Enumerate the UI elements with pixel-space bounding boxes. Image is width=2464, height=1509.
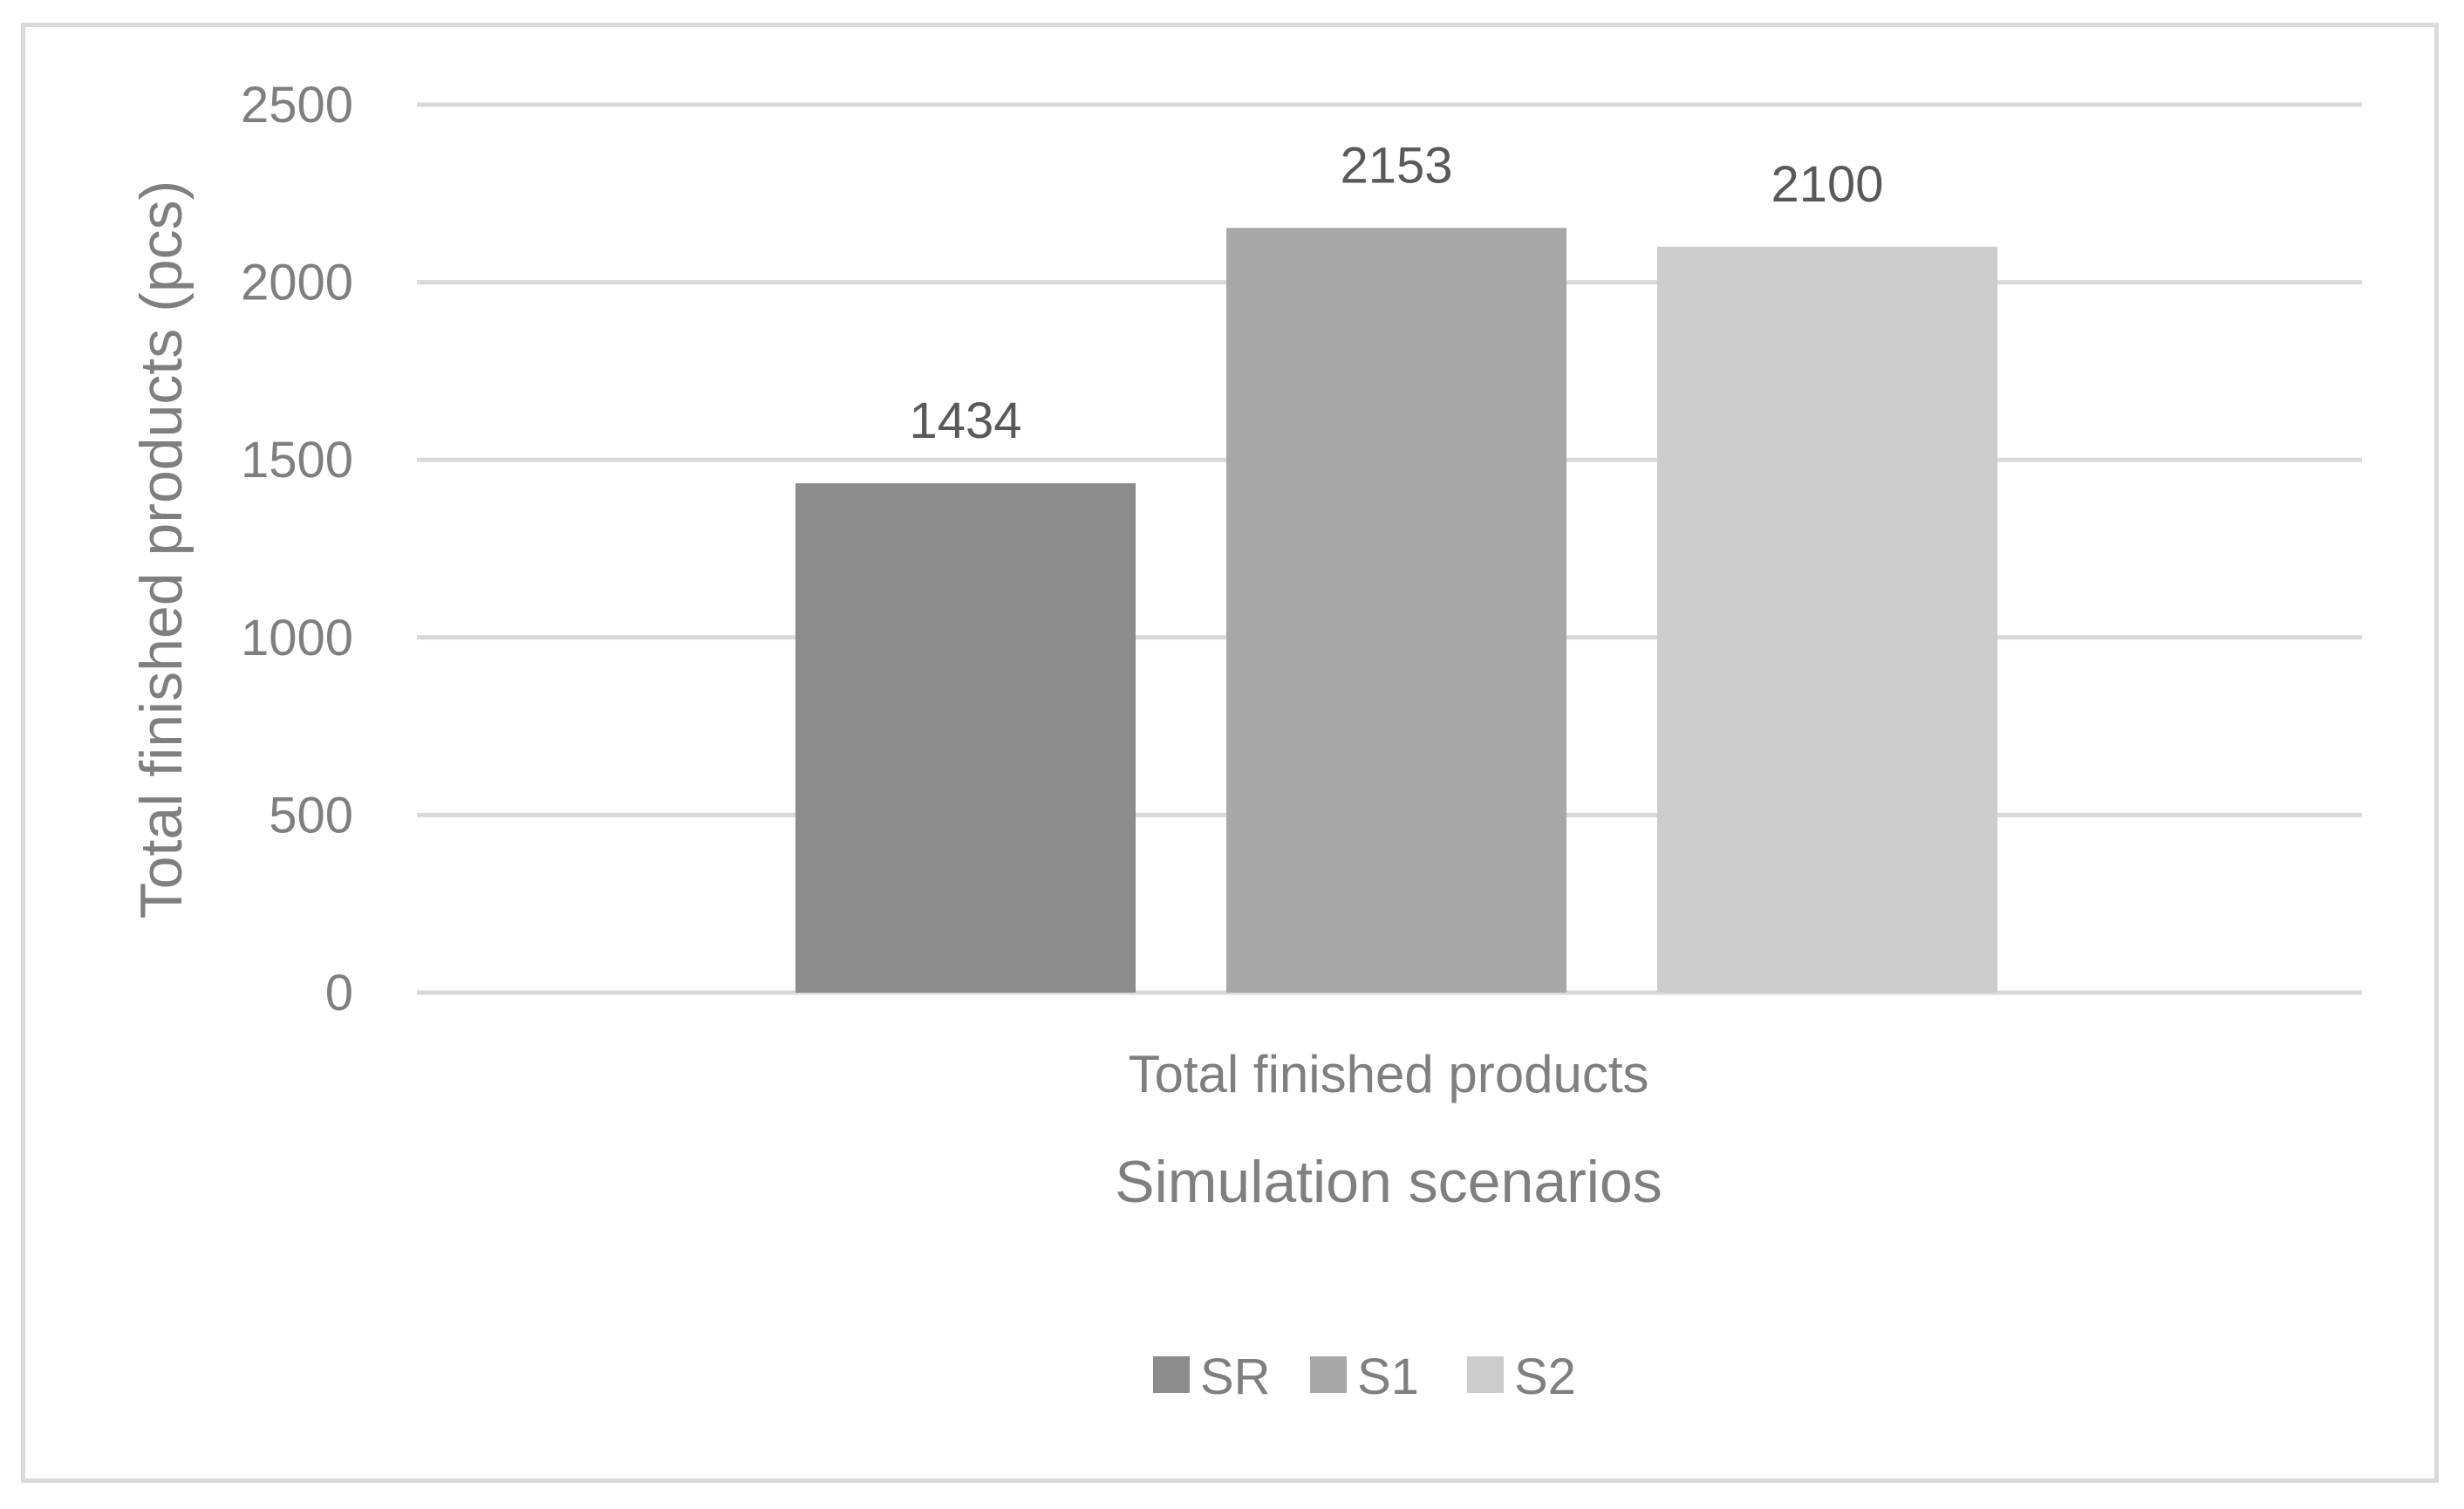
bar-S2 <box>1657 246 1997 993</box>
y-tick-label-0: 0 <box>325 965 353 1021</box>
legend-label-SR: SR <box>1200 1349 1271 1405</box>
x-axis-title: Simulation scenarios <box>1115 1149 1662 1215</box>
legend-swatch-S2 <box>1467 1356 1504 1393</box>
y-tick-label-1500: 1500 <box>241 432 353 488</box>
legend-swatch-S1 <box>1310 1356 1347 1393</box>
data-label-S2: 2100 <box>1771 156 1883 213</box>
y-tick-label-2000: 2000 <box>241 255 353 311</box>
bars <box>795 228 1997 993</box>
data-labels: 1434 2153 2100 <box>909 137 1883 449</box>
legend: SR S1 S2 <box>1153 1349 1576 1405</box>
data-label-S1: 2153 <box>1340 137 1452 194</box>
y-tick-label-1000: 1000 <box>241 610 353 666</box>
legend-label-S2: S2 <box>1514 1349 1576 1405</box>
bar-SR <box>795 483 1136 993</box>
category-label: Total finished products <box>1128 1045 1648 1103</box>
legend-label-S1: S1 <box>1357 1349 1419 1405</box>
y-tick-label-500: 500 <box>269 787 353 843</box>
y-tick-label-2500: 2500 <box>241 77 353 133</box>
y-axis-title: Total finished products (pcs) <box>128 181 195 919</box>
bar-S1 <box>1226 228 1566 993</box>
legend-swatch-SR <box>1153 1356 1190 1393</box>
y-axis-tick-labels: 0 500 1000 1500 2000 2500 <box>241 77 353 1021</box>
data-label-SR: 1434 <box>909 393 1021 449</box>
